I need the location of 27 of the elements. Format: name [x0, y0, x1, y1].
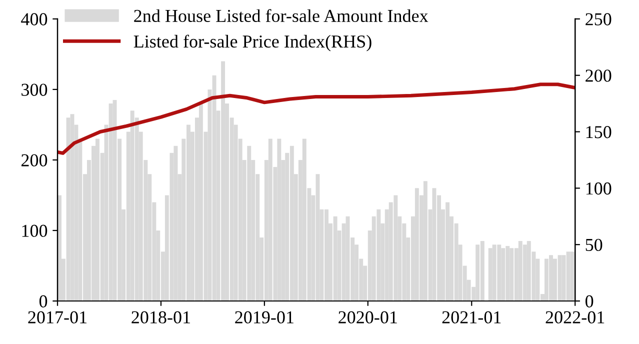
y-tick-label: 0 — [39, 295, 48, 308]
bar — [174, 146, 178, 301]
legend-label: 2nd House Listed for-sale Amount Index — [134, 9, 428, 22]
x-tick-label: 2021-01 — [442, 311, 501, 324]
y2-tick-label: 50 — [586, 238, 602, 252]
bar — [501, 248, 506, 301]
x-tick-label: 2022-01 — [546, 311, 604, 324]
x-tick-label: 2018-01 — [132, 311, 190, 324]
y2-tick-label: 250 — [586, 13, 612, 26]
line-series — [58, 82, 576, 155]
y-tick-label: 100 — [22, 224, 48, 237]
y-tick-label: 300 — [22, 84, 48, 96]
x-tick-label: 2017-01 — [28, 311, 87, 324]
bar — [488, 248, 492, 301]
x-tick-label: 2020-01 — [338, 311, 397, 324]
y2-tick-label: 200 — [586, 70, 612, 82]
y-tick-label: 200 — [21, 154, 48, 166]
x-tick-label: 2019-01 — [235, 311, 294, 324]
y2-tick-label: 150 — [586, 126, 612, 138]
legend-label: Listed for-sale Price Index(RHS) — [134, 34, 372, 52]
bar — [566, 252, 570, 301]
bar — [277, 138, 282, 301]
bar — [108, 104, 113, 301]
y-tick-label: 400 — [21, 13, 48, 26]
bar — [522, 244, 527, 301]
y2-tick-label: 0 — [586, 295, 594, 308]
y2-tick-label: 100 — [586, 182, 612, 195]
